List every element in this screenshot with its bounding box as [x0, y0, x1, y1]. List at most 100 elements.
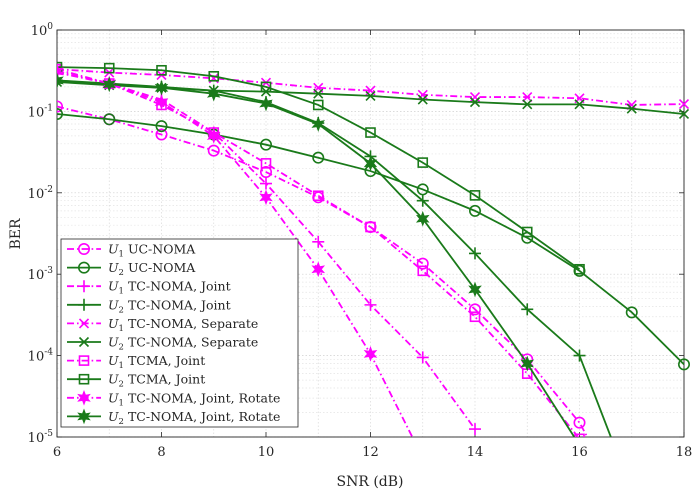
marker-x	[417, 94, 428, 105]
marker-circle	[416, 183, 429, 196]
legend-label: U2 TC-NOMA, Joint, Rotate	[108, 409, 280, 427]
marker-star	[311, 261, 326, 278]
marker-circle	[155, 128, 168, 141]
legend-label: U1 TCMA, Joint	[108, 353, 205, 371]
x-axis-label: SNR (dB)	[336, 474, 403, 490]
marker-square	[312, 190, 324, 202]
legend-label: U2 UC-NOMA	[108, 260, 196, 278]
marker-square	[156, 64, 167, 76]
marker-star	[363, 346, 378, 362]
legend-entry: U2 UC-NOMA	[67, 260, 196, 278]
legend-label: U1 TC-NOMA, Joint, Rotate	[108, 390, 280, 408]
y-tick-label: 10-3	[28, 266, 54, 283]
legend-label: U1 TC-NOMA, Separate	[108, 316, 258, 334]
marker-x	[626, 103, 637, 114]
marker-circle	[78, 243, 91, 256]
marker-plus	[416, 351, 429, 364]
x-tick-label: 14	[467, 445, 484, 460]
y-tick-label: 10-4	[28, 348, 54, 365]
legend-entry: U1 TC-NOMA, Separate	[67, 316, 258, 334]
legend-entry: U2 TCMA, Joint	[67, 372, 205, 390]
marker-plus	[364, 298, 377, 311]
series-line	[57, 70, 414, 437]
marker-circle	[57, 100, 63, 113]
marker-star	[259, 189, 273, 206]
marker-plus	[78, 280, 90, 293]
marker-circle	[259, 138, 272, 151]
y-tick-label: 10-2	[28, 185, 53, 202]
legend-label: U2 TC-NOMA, Separate	[108, 335, 258, 353]
marker-circle	[573, 416, 586, 429]
marker-star	[57, 63, 64, 80]
marker-x	[78, 336, 90, 348]
legend-entry: U1 UC-NOMA	[67, 242, 196, 260]
marker-square	[574, 433, 585, 437]
legend-label: U1 TC-NOMA, Joint	[108, 279, 231, 297]
marker-circle	[103, 113, 116, 126]
marker-square	[365, 127, 376, 138]
marker-star	[77, 408, 91, 425]
marker-star	[206, 128, 221, 144]
marker-x	[574, 99, 585, 110]
legend-label: U2 TCMA, Joint	[108, 372, 205, 390]
legend-entry: U1 TC-NOMA, Joint, Rotate	[67, 389, 280, 408]
marker-circle	[78, 261, 91, 274]
marker-plus	[260, 177, 272, 190]
marker-x	[522, 99, 533, 110]
marker-circle	[625, 306, 638, 319]
marker-plus	[416, 194, 429, 207]
axis-ticks: 6 8 10 12 14 16 18 100 10-1 10-2 10-3 10-4 10-5	[28, 22, 693, 460]
y-axis-label: BER	[8, 218, 24, 250]
marker-square	[260, 158, 272, 169]
marker-x	[365, 90, 376, 101]
y-tick-label: 100	[31, 22, 54, 39]
y-tick-label: 10-5	[28, 429, 54, 446]
marker-plus	[573, 349, 586, 362]
series-line	[57, 68, 580, 437]
marker-x	[78, 318, 90, 329]
marker-circle	[207, 144, 220, 157]
series-line	[57, 66, 581, 270]
marker-star	[311, 116, 326, 132]
marker-star	[102, 76, 117, 93]
marker-star	[468, 281, 482, 298]
marker-square	[469, 190, 481, 201]
legend-label: U1 UC-NOMA	[108, 242, 196, 260]
marker-x	[522, 92, 533, 103]
legend-entry: U2 TC-NOMA, Joint, Rotate	[67, 408, 280, 427]
marker-square	[78, 355, 90, 366]
x-tick-label: 16	[571, 445, 588, 460]
marker-circle	[677, 358, 690, 371]
marker-x	[678, 99, 690, 110]
marker-square	[469, 311, 481, 323]
series-green-star	[57, 72, 576, 437]
marker-square	[312, 99, 324, 111]
legend-entry: U1 TC-NOMA, Joint	[67, 279, 231, 297]
marker-square	[103, 62, 115, 74]
marker-circle	[416, 257, 429, 270]
marker-circle	[259, 166, 272, 179]
marker-circle	[312, 151, 325, 164]
marker-circle	[155, 120, 168, 133]
marker-plus	[78, 298, 90, 311]
legend-entry: U2 TC-NOMA, Joint	[67, 297, 231, 315]
marker-star	[154, 94, 169, 110]
marker-plus	[469, 423, 481, 436]
marker-star	[520, 355, 535, 372]
x-tick-label: 18	[676, 445, 693, 460]
marker-square	[417, 265, 429, 277]
marker-square	[208, 70, 220, 82]
marker-x	[417, 89, 428, 100]
marker-circle	[468, 204, 481, 217]
marker-x	[469, 97, 481, 108]
marker-x	[678, 108, 690, 120]
legend-box	[60, 238, 299, 428]
x-tick-label: 10	[258, 445, 275, 460]
marker-star	[259, 95, 273, 112]
marker-star	[57, 72, 64, 89]
x-tick-label: 8	[157, 445, 165, 460]
marker-square	[260, 81, 272, 93]
series-green-square	[57, 61, 585, 275]
